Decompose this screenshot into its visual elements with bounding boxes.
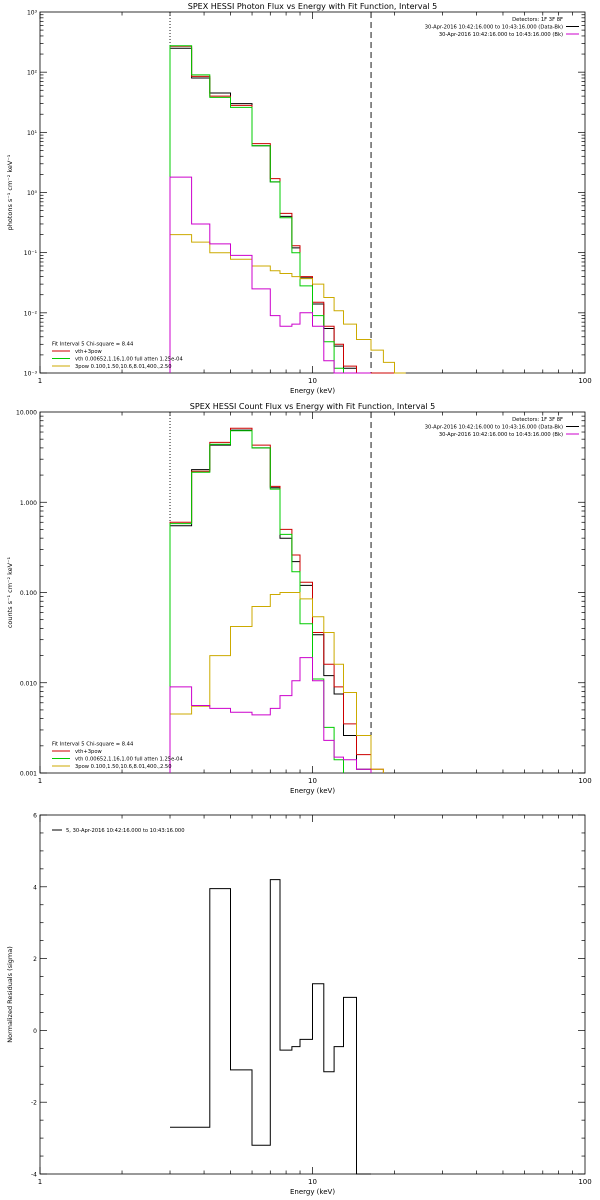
x-axis-label: Energy (keV)	[290, 787, 335, 795]
y-axis-label: photons s⁻¹ cm⁻² keV⁻¹	[6, 154, 14, 230]
legend-bottom-left-text: 3pow 0.100,1.50,10.6,8.01,400.,2.50	[75, 364, 172, 370]
y-tick-label: 10³	[27, 10, 38, 17]
chart-panel-2: SPEX HESSI Count Flux vs Energy with Fit…	[6, 402, 592, 795]
y-tick-label: 10⁻³	[24, 371, 38, 378]
x-tick-label: 10	[308, 777, 317, 785]
series-3pow	[169, 234, 406, 374]
x-tick-label: 10	[308, 377, 317, 385]
chart-title: SPEX HESSI Photon Flux vs Energy with Fi…	[188, 2, 438, 11]
legend-top-right-text: 30-Apr-2016 10:42:16.000 to 10:43:16.000…	[425, 25, 563, 31]
x-tick-label: 1	[38, 377, 42, 385]
series-bk	[169, 176, 371, 374]
series-data-bk	[169, 47, 371, 374]
chart-panel-3: 1 10 100 Energy (keV) -4 -2 0 2 4 6 Normalized Res…	[6, 813, 592, 1197]
series-vth	[169, 45, 371, 374]
x-tick-label: 1	[38, 777, 42, 785]
y-tick-label: 10.000	[16, 410, 37, 417]
y-tick-label: 0.010	[20, 680, 37, 687]
chart-panel-1: SPEX HESSI Photon Flux vs Energy with Fi…	[6, 2, 592, 395]
series-3pow	[169, 592, 384, 773]
x-tick-label: 100	[578, 777, 591, 785]
y-tick-label: 10²	[27, 70, 38, 77]
legend-top-right-text: 30-Apr-2016 10:42:16.000 to 10:43:16.000…	[439, 32, 563, 38]
y-tick-label: 0.100	[20, 590, 37, 597]
y-tick-label: 0.001	[20, 771, 37, 778]
series-vth	[169, 430, 344, 773]
x-axis-label: Energy (keV)	[290, 1188, 335, 1196]
legend-bottom-left-text: vth+3pow	[75, 749, 103, 755]
series-bk	[169, 657, 372, 773]
y-tick-label: 10⁰	[27, 190, 38, 197]
legend-bottom-left-text: vth+3pow	[75, 349, 103, 355]
chart-title: SPEX HESSI Count Flux vs Energy with Fit…	[190, 402, 435, 411]
y-axis-label: counts s⁻¹ cm⁻² keV⁻¹	[6, 556, 14, 628]
legend-bottom-left-text: vth 0.00652,1.16,1.00 full atten 1.25e-0…	[75, 757, 183, 763]
legend-top-right-text: Detectors: 1F 3F 8F	[512, 17, 563, 23]
legend-top-right-text: Detectors: 1F 3F 8F	[512, 417, 563, 423]
y-tick-label: 0	[33, 1028, 37, 1035]
series-vth-3pow	[169, 45, 395, 374]
x-tick-label: 100	[578, 1178, 591, 1186]
legend-bottom-left-text: Fit Interval 5 Chi-square = 8.44	[52, 342, 134, 348]
y-tick-label: 10⁻¹	[24, 250, 38, 257]
y-tick-label: 6	[33, 813, 37, 820]
y-tick-label: -4	[31, 1172, 37, 1179]
y-axis-label: Normalized Residuals (sigma)	[6, 946, 14, 1043]
y-tick-label: 1.000	[20, 500, 37, 507]
series-residuals	[170, 879, 371, 1175]
x-tick-label: 10	[308, 1178, 317, 1186]
legend-top-right-text: 30-Apr-2016 10:42:16.000 to 10:43:16.000…	[425, 425, 563, 431]
y-tick-label: 2	[33, 956, 37, 963]
legend-bottom-left-text: 3pow 0.100,1.50,10.6,8.01,400.,2.50	[75, 764, 172, 770]
legend-top-right-text: 30-Apr-2016 10:42:16.000 to 10:43:16.000…	[439, 432, 563, 438]
y-tick-label: 4	[33, 884, 37, 891]
x-axis-label: Energy (keV)	[290, 387, 335, 395]
series-vth-3pow	[169, 427, 384, 773]
legend-top-left-text: 5, 30-Apr-2016 10:42:16.000 to 10:43:16.…	[66, 828, 185, 834]
legend-bottom-left-text: vth 0.00652,1.16,1.00 full atten 1.25e-0…	[75, 357, 183, 363]
y-tick-label: -2	[31, 1100, 37, 1107]
x-tick-label: 100	[578, 377, 591, 385]
x-tick-label: 1	[38, 1178, 42, 1186]
y-tick-label: 10¹	[27, 130, 38, 137]
y-tick-label: 10⁻²	[24, 310, 38, 317]
legend-bottom-left-text: Fit Interval 5 Chi-square = 8.44	[52, 742, 134, 748]
